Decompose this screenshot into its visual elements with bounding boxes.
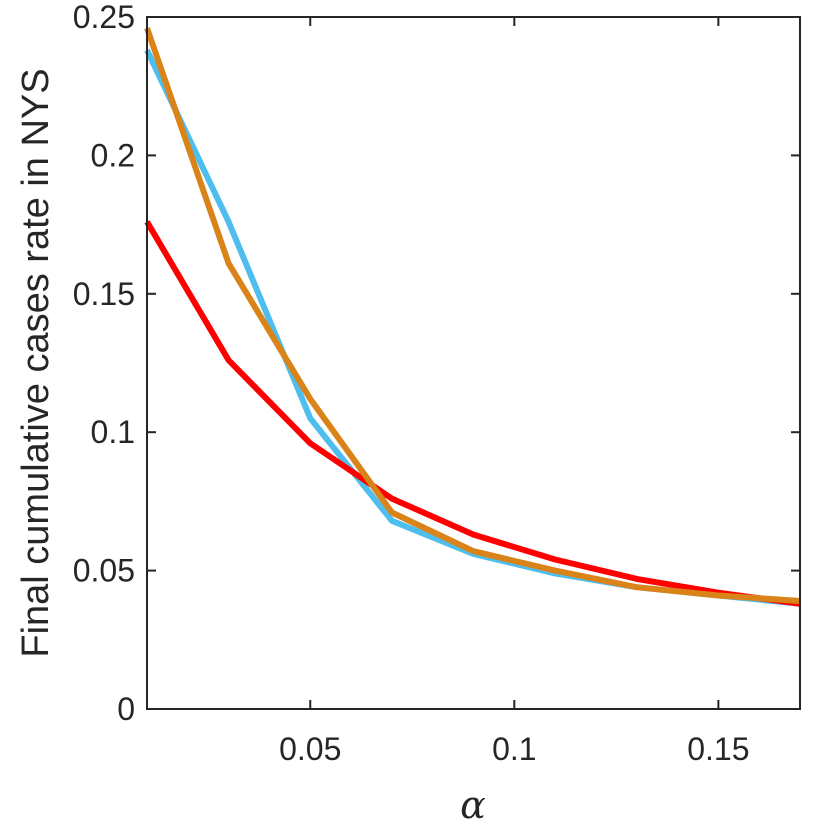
x-axis-label: α [460, 783, 486, 827]
y-tick-label: 0.2 [91, 137, 135, 173]
x-tick-label: 0.15 [687, 731, 749, 767]
series-line-1 [144, 48, 801, 607]
x-tick-label: 0.05 [279, 731, 341, 767]
y-tick-label: 0.25 [73, 0, 135, 35]
tick-layer: 0 0.05 0.1 0.15 0.2 0.25 0.05 0.1 0.15 [73, 0, 800, 767]
series-line-3 [144, 27, 801, 604]
axes-box [146, 16, 801, 710]
y-tick-label: 0.15 [73, 276, 135, 312]
y-tick-label: 0.1 [91, 414, 135, 450]
y-tick-label: 0 [117, 691, 135, 727]
y-tick-label: 0.05 [73, 553, 135, 589]
series-line-2 [144, 220, 801, 607]
y-axis-label: Final cumulative cases rate in NYS [15, 68, 57, 657]
series-layer [144, 27, 801, 607]
x-tick-label: 0.1 [492, 731, 536, 767]
